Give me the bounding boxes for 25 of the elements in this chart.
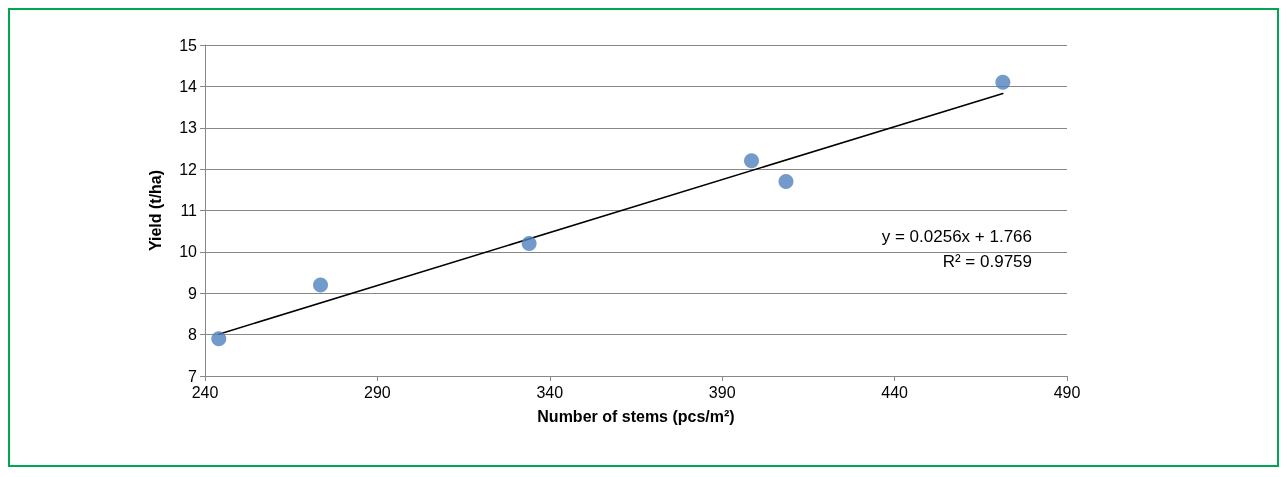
y-tick-label: 15 xyxy=(179,36,198,54)
y-tick-label: 8 xyxy=(188,326,198,344)
point xyxy=(778,174,794,190)
point xyxy=(313,277,329,293)
point xyxy=(211,331,227,347)
x-tick-label: 390 xyxy=(708,383,736,401)
x-tick-label: 490 xyxy=(1053,383,1081,401)
x-tick-label: 440 xyxy=(881,383,909,401)
point xyxy=(995,74,1011,90)
y-axis-title: Yield (t/ha) xyxy=(146,169,164,252)
y-tick-label: 10 xyxy=(179,243,198,261)
y-tick-label: 7 xyxy=(188,367,198,385)
x-axis-title: Number of stems (pcs/m²) xyxy=(537,407,735,425)
x-tick-label: 290 xyxy=(364,383,391,401)
y-tick-label: 12 xyxy=(179,160,198,178)
annotation: R² = 0.9759 xyxy=(942,252,1032,271)
y-tick-label: 9 xyxy=(188,284,198,302)
annotation: y = 0.0256x + 1.766 xyxy=(881,227,1033,246)
y-tick-label: 13 xyxy=(179,119,198,137)
y-tick-label: 11 xyxy=(180,202,198,219)
x-tick-label: 340 xyxy=(536,383,564,401)
point xyxy=(521,236,537,252)
x-tick-label: 240 xyxy=(191,383,219,401)
y-tick-label: 14 xyxy=(179,77,198,95)
point xyxy=(744,153,760,169)
